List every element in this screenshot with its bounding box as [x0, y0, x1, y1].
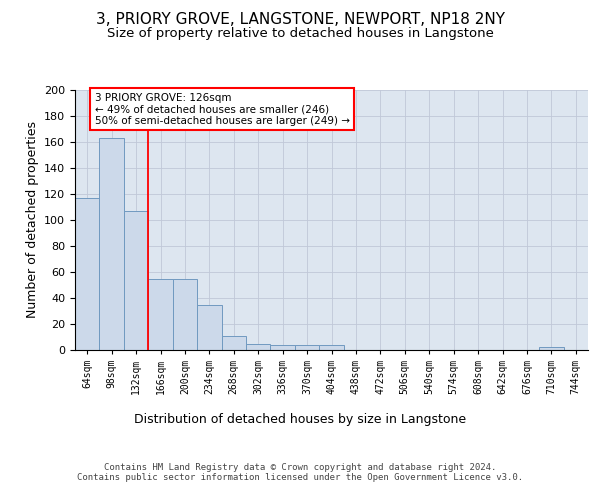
Text: Distribution of detached houses by size in Langstone: Distribution of detached houses by size … [134, 412, 466, 426]
Text: Contains HM Land Registry data © Crown copyright and database right 2024.
Contai: Contains HM Land Registry data © Crown c… [77, 463, 523, 482]
Bar [319, 345, 344, 350]
Bar [539, 348, 563, 350]
Bar [197, 304, 221, 350]
Bar [100, 138, 124, 350]
Bar [148, 278, 173, 350]
Bar [246, 344, 271, 350]
Bar [75, 198, 100, 350]
Bar [295, 345, 319, 350]
Text: 3, PRIORY GROVE, LANGSTONE, NEWPORT, NP18 2NY: 3, PRIORY GROVE, LANGSTONE, NEWPORT, NP1… [95, 12, 505, 28]
Bar [221, 336, 246, 350]
Bar [124, 211, 148, 350]
Bar [173, 278, 197, 350]
Y-axis label: Number of detached properties: Number of detached properties [26, 122, 38, 318]
Text: 3 PRIORY GROVE: 126sqm
← 49% of detached houses are smaller (246)
50% of semi-de: 3 PRIORY GROVE: 126sqm ← 49% of detached… [95, 92, 350, 126]
Bar [271, 345, 295, 350]
Text: Size of property relative to detached houses in Langstone: Size of property relative to detached ho… [107, 28, 493, 40]
